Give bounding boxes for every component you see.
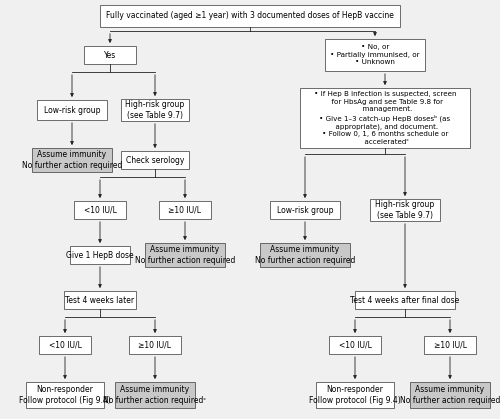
Text: High-risk group
(see Table 9.7): High-risk group (see Table 9.7): [376, 200, 434, 220]
FancyBboxPatch shape: [355, 291, 455, 309]
Text: Yes: Yes: [104, 51, 116, 59]
Text: Give 1 HepB dose: Give 1 HepB dose: [66, 251, 134, 259]
Text: High-risk group
(see Table 9.7): High-risk group (see Table 9.7): [126, 100, 184, 120]
Text: Assume immunity
No further action required: Assume immunity No further action requir…: [22, 150, 122, 170]
Text: ≥10 IU/L: ≥10 IU/L: [434, 341, 466, 349]
FancyBboxPatch shape: [370, 199, 440, 221]
FancyBboxPatch shape: [39, 336, 91, 354]
Text: <10 IU/L: <10 IU/L: [48, 341, 82, 349]
FancyBboxPatch shape: [129, 336, 181, 354]
FancyBboxPatch shape: [325, 39, 425, 71]
Text: Fully vaccinated (aged ≥1 year) with 3 documented doses of HepB vaccine: Fully vaccinated (aged ≥1 year) with 3 d…: [106, 11, 394, 21]
Text: Assume immunity
No further action requiredᶜ: Assume immunity No further action requir…: [104, 385, 206, 405]
FancyBboxPatch shape: [74, 201, 126, 219]
Text: <10 IU/L: <10 IU/L: [338, 341, 372, 349]
FancyBboxPatch shape: [121, 151, 189, 169]
Text: • No, or
• Partially immunised, or
• Unknown: • No, or • Partially immunised, or • Unk…: [330, 44, 420, 65]
FancyBboxPatch shape: [159, 201, 211, 219]
FancyBboxPatch shape: [70, 246, 130, 264]
FancyBboxPatch shape: [329, 336, 381, 354]
FancyBboxPatch shape: [270, 201, 340, 219]
Text: Assume immunity
No further action required: Assume immunity No further action requir…: [400, 385, 500, 405]
FancyBboxPatch shape: [100, 5, 400, 27]
FancyBboxPatch shape: [316, 382, 394, 408]
FancyBboxPatch shape: [145, 243, 225, 267]
FancyBboxPatch shape: [84, 46, 136, 64]
FancyBboxPatch shape: [26, 382, 104, 408]
Text: Test 4 weeks after final dose: Test 4 weeks after final dose: [350, 295, 460, 305]
Text: <10 IU/L: <10 IU/L: [84, 205, 116, 215]
Text: Check serology: Check serology: [126, 155, 184, 165]
FancyBboxPatch shape: [260, 243, 350, 267]
Text: Assume immunity
No further action required: Assume immunity No further action requir…: [135, 245, 235, 265]
Text: Non-responder
Follow protocol (Fig 9.4): Non-responder Follow protocol (Fig 9.4): [19, 385, 111, 405]
Text: Low-risk group: Low-risk group: [277, 205, 333, 215]
Text: Non-responder
Follow protocol (Fig 9.4): Non-responder Follow protocol (Fig 9.4): [309, 385, 401, 405]
FancyBboxPatch shape: [115, 382, 195, 408]
Text: • If Hep B infection is suspected, screen
  for HbsAg and see Table 9.8 for
  ma: • If Hep B infection is suspected, scree…: [314, 91, 456, 145]
FancyBboxPatch shape: [300, 88, 470, 148]
FancyBboxPatch shape: [410, 382, 490, 408]
FancyBboxPatch shape: [32, 148, 112, 172]
Text: Low-risk group: Low-risk group: [44, 106, 100, 114]
Text: Test 4 weeks later: Test 4 weeks later: [66, 295, 134, 305]
FancyBboxPatch shape: [37, 100, 107, 120]
Text: Assume immunity
No further action required: Assume immunity No further action requir…: [255, 245, 355, 265]
Text: ≥10 IU/L: ≥10 IU/L: [168, 205, 202, 215]
FancyBboxPatch shape: [121, 99, 189, 121]
FancyBboxPatch shape: [64, 291, 136, 309]
FancyBboxPatch shape: [424, 336, 476, 354]
Text: ≥10 IU/L: ≥10 IU/L: [138, 341, 172, 349]
